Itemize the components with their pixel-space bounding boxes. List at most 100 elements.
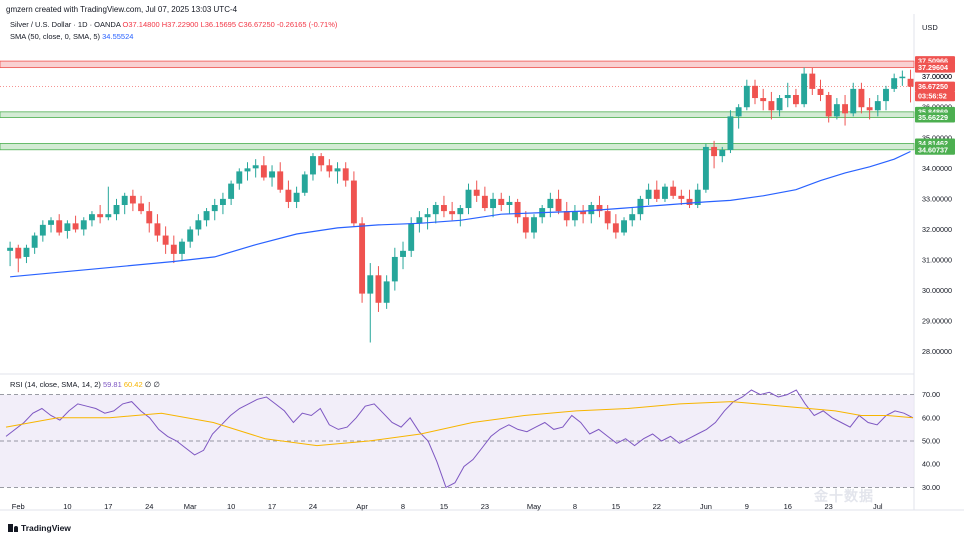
- time-tick-label: 22: [653, 502, 661, 511]
- candle: [473, 180, 480, 202]
- symbol-legend[interactable]: Silver / U.S. Dollar · 1D · OANDA O37.14…: [10, 20, 337, 29]
- candle-body: [236, 171, 243, 184]
- candle: [285, 180, 292, 209]
- time-tick-label: 16: [784, 502, 792, 511]
- time-tick-label: 9: [745, 502, 749, 511]
- candle: [7, 241, 14, 267]
- candle-body: [89, 214, 95, 221]
- candle: [350, 171, 357, 227]
- candle-body: [146, 211, 153, 224]
- candle-body: [56, 220, 63, 233]
- candle: [858, 82, 865, 114]
- candle: [31, 232, 38, 254]
- candle-body: [7, 247, 14, 251]
- price-tick-label: 37.00000: [922, 72, 952, 81]
- candle-body: [743, 85, 750, 108]
- candle-body: [752, 85, 758, 99]
- candle-body: [555, 198, 562, 212]
- candle: [735, 104, 742, 129]
- ohlc-close: C36.67250: [238, 20, 275, 29]
- tradingview-brand[interactable]: TradingView: [8, 523, 71, 533]
- candle: [670, 180, 677, 199]
- candle: [817, 79, 824, 102]
- candle: [612, 214, 619, 239]
- currency-label: USD: [922, 23, 938, 32]
- candle-body: [457, 208, 464, 215]
- time-tick-label: Mar: [184, 502, 197, 511]
- rsi-value: 59.81: [102, 380, 122, 389]
- rsi-tick-label: 50.00: [922, 437, 940, 446]
- candle-body: [162, 235, 169, 245]
- candle: [154, 214, 161, 242]
- level-label-label: 37.50966: [918, 57, 948, 66]
- candle: [899, 70, 906, 86]
- time-tick-label: Feb: [12, 502, 25, 511]
- zone-resistance: [0, 60, 915, 69]
- candle: [621, 217, 627, 236]
- candle: [547, 192, 554, 218]
- candle: [277, 162, 284, 193]
- candle-body: [891, 78, 898, 89]
- candle-body: [514, 201, 521, 218]
- candle-body: [326, 165, 333, 172]
- candle-body: [531, 217, 537, 233]
- candle: [367, 263, 374, 343]
- candle: [678, 189, 685, 205]
- candle: [825, 91, 832, 123]
- candle-body: [784, 95, 791, 99]
- candle: [15, 244, 22, 273]
- candle: [490, 192, 497, 218]
- level-label-bg-last: [915, 81, 955, 92]
- candle-body: [850, 88, 857, 114]
- candle: [596, 195, 603, 218]
- candle-body: [301, 174, 308, 193]
- level-label-label: 34.81462: [918, 139, 948, 148]
- candle: [629, 208, 636, 227]
- rsi-legend[interactable]: RSI (14, close, SMA, 14, 2) 59.81 60.42 …: [10, 380, 160, 389]
- candle: [162, 226, 169, 254]
- candle: [653, 180, 660, 202]
- candle-body: [260, 165, 267, 178]
- candle: [457, 205, 464, 227]
- candle-body: [334, 168, 341, 172]
- candle: [129, 189, 136, 212]
- candle: [465, 183, 472, 215]
- level-label-label: 34.60737: [918, 145, 948, 154]
- candle-body: [179, 241, 185, 254]
- candle: [694, 183, 701, 209]
- candle-body: [391, 256, 398, 282]
- candle-body: [596, 205, 603, 212]
- candle: [375, 266, 382, 312]
- candle-body: [285, 189, 292, 202]
- candle: [318, 153, 325, 172]
- candle-body: [481, 195, 488, 209]
- candle: [146, 201, 153, 233]
- candle: [187, 226, 194, 248]
- candle: [539, 205, 546, 224]
- rsi-ma-line: [5, 401, 914, 447]
- candle: [768, 91, 775, 120]
- candle: [719, 146, 726, 163]
- candle-body: [842, 104, 849, 114]
- candle: [432, 201, 439, 224]
- level-label-bg-countdown: [915, 91, 955, 102]
- candle: [260, 156, 267, 181]
- candle-body: [711, 146, 718, 157]
- candle: [907, 69, 914, 103]
- candle-body: [776, 98, 783, 111]
- sma-legend[interactable]: SMA (50, close, 0, SMA, 5) 34.55524: [10, 32, 133, 41]
- candle-body: [64, 223, 71, 231]
- rsi-tick-label: 40.00: [922, 460, 940, 469]
- tradingview-logo-icon: [8, 524, 18, 532]
- time-tick-label: 24: [309, 502, 317, 511]
- time-tick-label: 17: [104, 502, 112, 511]
- candle-body: [653, 189, 660, 199]
- candle-body: [277, 171, 284, 190]
- time-tick-label: Jul: [873, 502, 883, 511]
- candle-body: [318, 156, 325, 166]
- candle: [514, 198, 521, 224]
- candle-body: [760, 98, 767, 102]
- price-tick-label: 31.00000: [922, 256, 952, 265]
- symbol-title: Silver / U.S. Dollar · 1D · OANDA: [10, 20, 121, 29]
